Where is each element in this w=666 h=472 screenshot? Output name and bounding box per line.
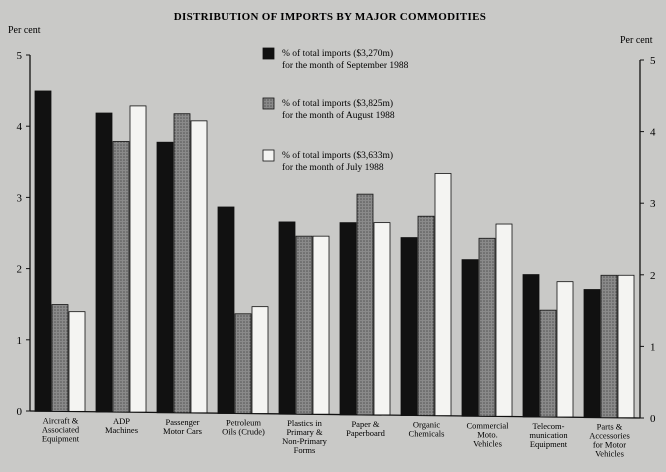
- bar: [295, 235, 313, 415]
- legend-swatch: [262, 97, 275, 110]
- bar: [217, 206, 235, 414]
- bar: [156, 141, 174, 414]
- left-tick-label: 0: [17, 406, 23, 418]
- bar: [356, 193, 374, 416]
- category-label: Commercial Moto. Vehicles: [466, 420, 509, 448]
- left-tick-label: 2: [17, 264, 23, 276]
- bar: [417, 215, 435, 416]
- category-label: Aircraft & Associated Equipment: [42, 415, 80, 443]
- bar: [434, 173, 452, 416]
- left-tick-label: 1: [17, 335, 23, 347]
- bar: [522, 274, 540, 418]
- legend: % of total imports ($3,270m) for the mont…: [262, 47, 409, 173]
- right-axis-unit-label: Per cent: [620, 35, 653, 46]
- bar: [251, 306, 269, 414]
- legend-label: % of total imports ($3,825m) for the mont…: [282, 98, 395, 121]
- bar: [583, 289, 601, 419]
- bar: [51, 304, 69, 412]
- bar: [400, 237, 418, 416]
- category-label: Telecom-munication Equipment: [529, 421, 568, 449]
- legend-swatch: [262, 47, 275, 60]
- right-tick-label: 1: [650, 341, 656, 353]
- bar: [112, 141, 130, 413]
- bar: [173, 113, 191, 414]
- bar: [339, 222, 357, 416]
- right-tick-label: 3: [650, 198, 656, 210]
- bar: [68, 311, 86, 412]
- left-tick-label: 3: [17, 192, 23, 204]
- bars: [34, 90, 635, 419]
- legend-label: % of total imports ($3,270m) for the mont…: [282, 48, 409, 71]
- bar: [234, 313, 252, 414]
- bar: [478, 237, 496, 417]
- bar: [373, 222, 391, 416]
- bar: [556, 281, 574, 418]
- category-label: Organic Chemicals: [409, 420, 445, 439]
- category-label: Petroleum Oils (Crude): [222, 417, 265, 436]
- bar: [617, 274, 635, 419]
- right-tick-label: 5: [650, 55, 656, 67]
- category-label: ADP Machines: [105, 416, 138, 435]
- bar: [190, 120, 208, 414]
- category-label: Paper & Paperboard: [346, 419, 385, 438]
- left-tick-label: 4: [17, 121, 23, 133]
- legend-swatch: [262, 149, 275, 162]
- bar: [278, 221, 296, 415]
- category-label: Parts & Accessories for Motor Vehicles: [589, 422, 630, 459]
- bar: [495, 223, 513, 417]
- bar: [312, 235, 330, 415]
- right-tick-label: 4: [650, 127, 656, 139]
- bar: [539, 309, 557, 418]
- left-axis-unit-label: Per cent: [8, 25, 41, 36]
- legend-label: % of total imports ($3,633m) for the mont…: [282, 150, 393, 173]
- right-tick-label: 0: [650, 413, 656, 425]
- bar: [34, 90, 52, 412]
- left-tick-label: 5: [17, 50, 23, 62]
- bar: [95, 112, 113, 413]
- right-tick-label: 2: [650, 270, 656, 282]
- bar: [461, 259, 479, 417]
- category-label: Passenger Motor Cars: [163, 417, 202, 436]
- category-label: Plastics in Primary & Non-Primary Forms: [282, 418, 328, 455]
- chart-title: DISTRIBUTION OF IMPORTS BY MAJOR COMMODI…: [174, 11, 486, 23]
- category-labels: Aircraft & Associated Equipment ADP Machines…: [42, 415, 630, 458]
- bar: [129, 105, 147, 413]
- bar: [600, 274, 618, 419]
